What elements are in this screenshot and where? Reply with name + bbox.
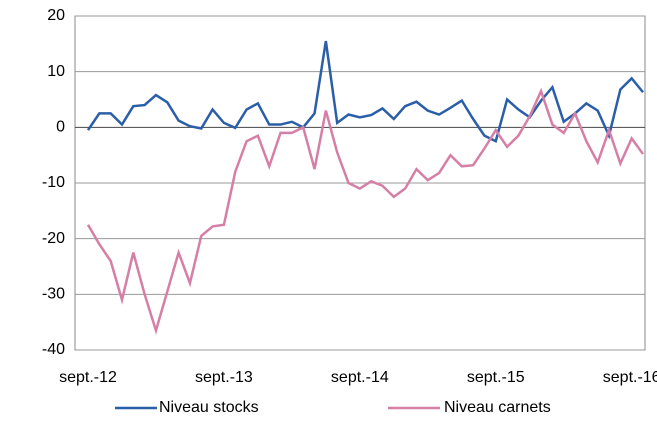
y-tick-label: 20 [47,7,65,24]
y-tick-label: -10 [42,174,65,191]
x-tick-label: sept.-13 [195,369,253,386]
y-tick-label: -30 [42,286,65,303]
y-tick-label: -40 [42,341,65,358]
x-tick-label: sept.-16 [603,369,657,386]
legend-label: Niveau carnets [444,399,551,416]
x-tick-label: sept.-15 [467,369,525,386]
y-tick-label: 10 [47,63,65,80]
x-tick-label: sept.-14 [331,369,389,386]
x-tick-label: sept.-12 [59,369,117,386]
legend-label: Niveau stocks [159,399,259,416]
y-tick-label: -20 [42,230,65,247]
y-tick-label: 0 [56,119,65,136]
series-line [86,87,645,335]
series-line [86,40,644,144]
